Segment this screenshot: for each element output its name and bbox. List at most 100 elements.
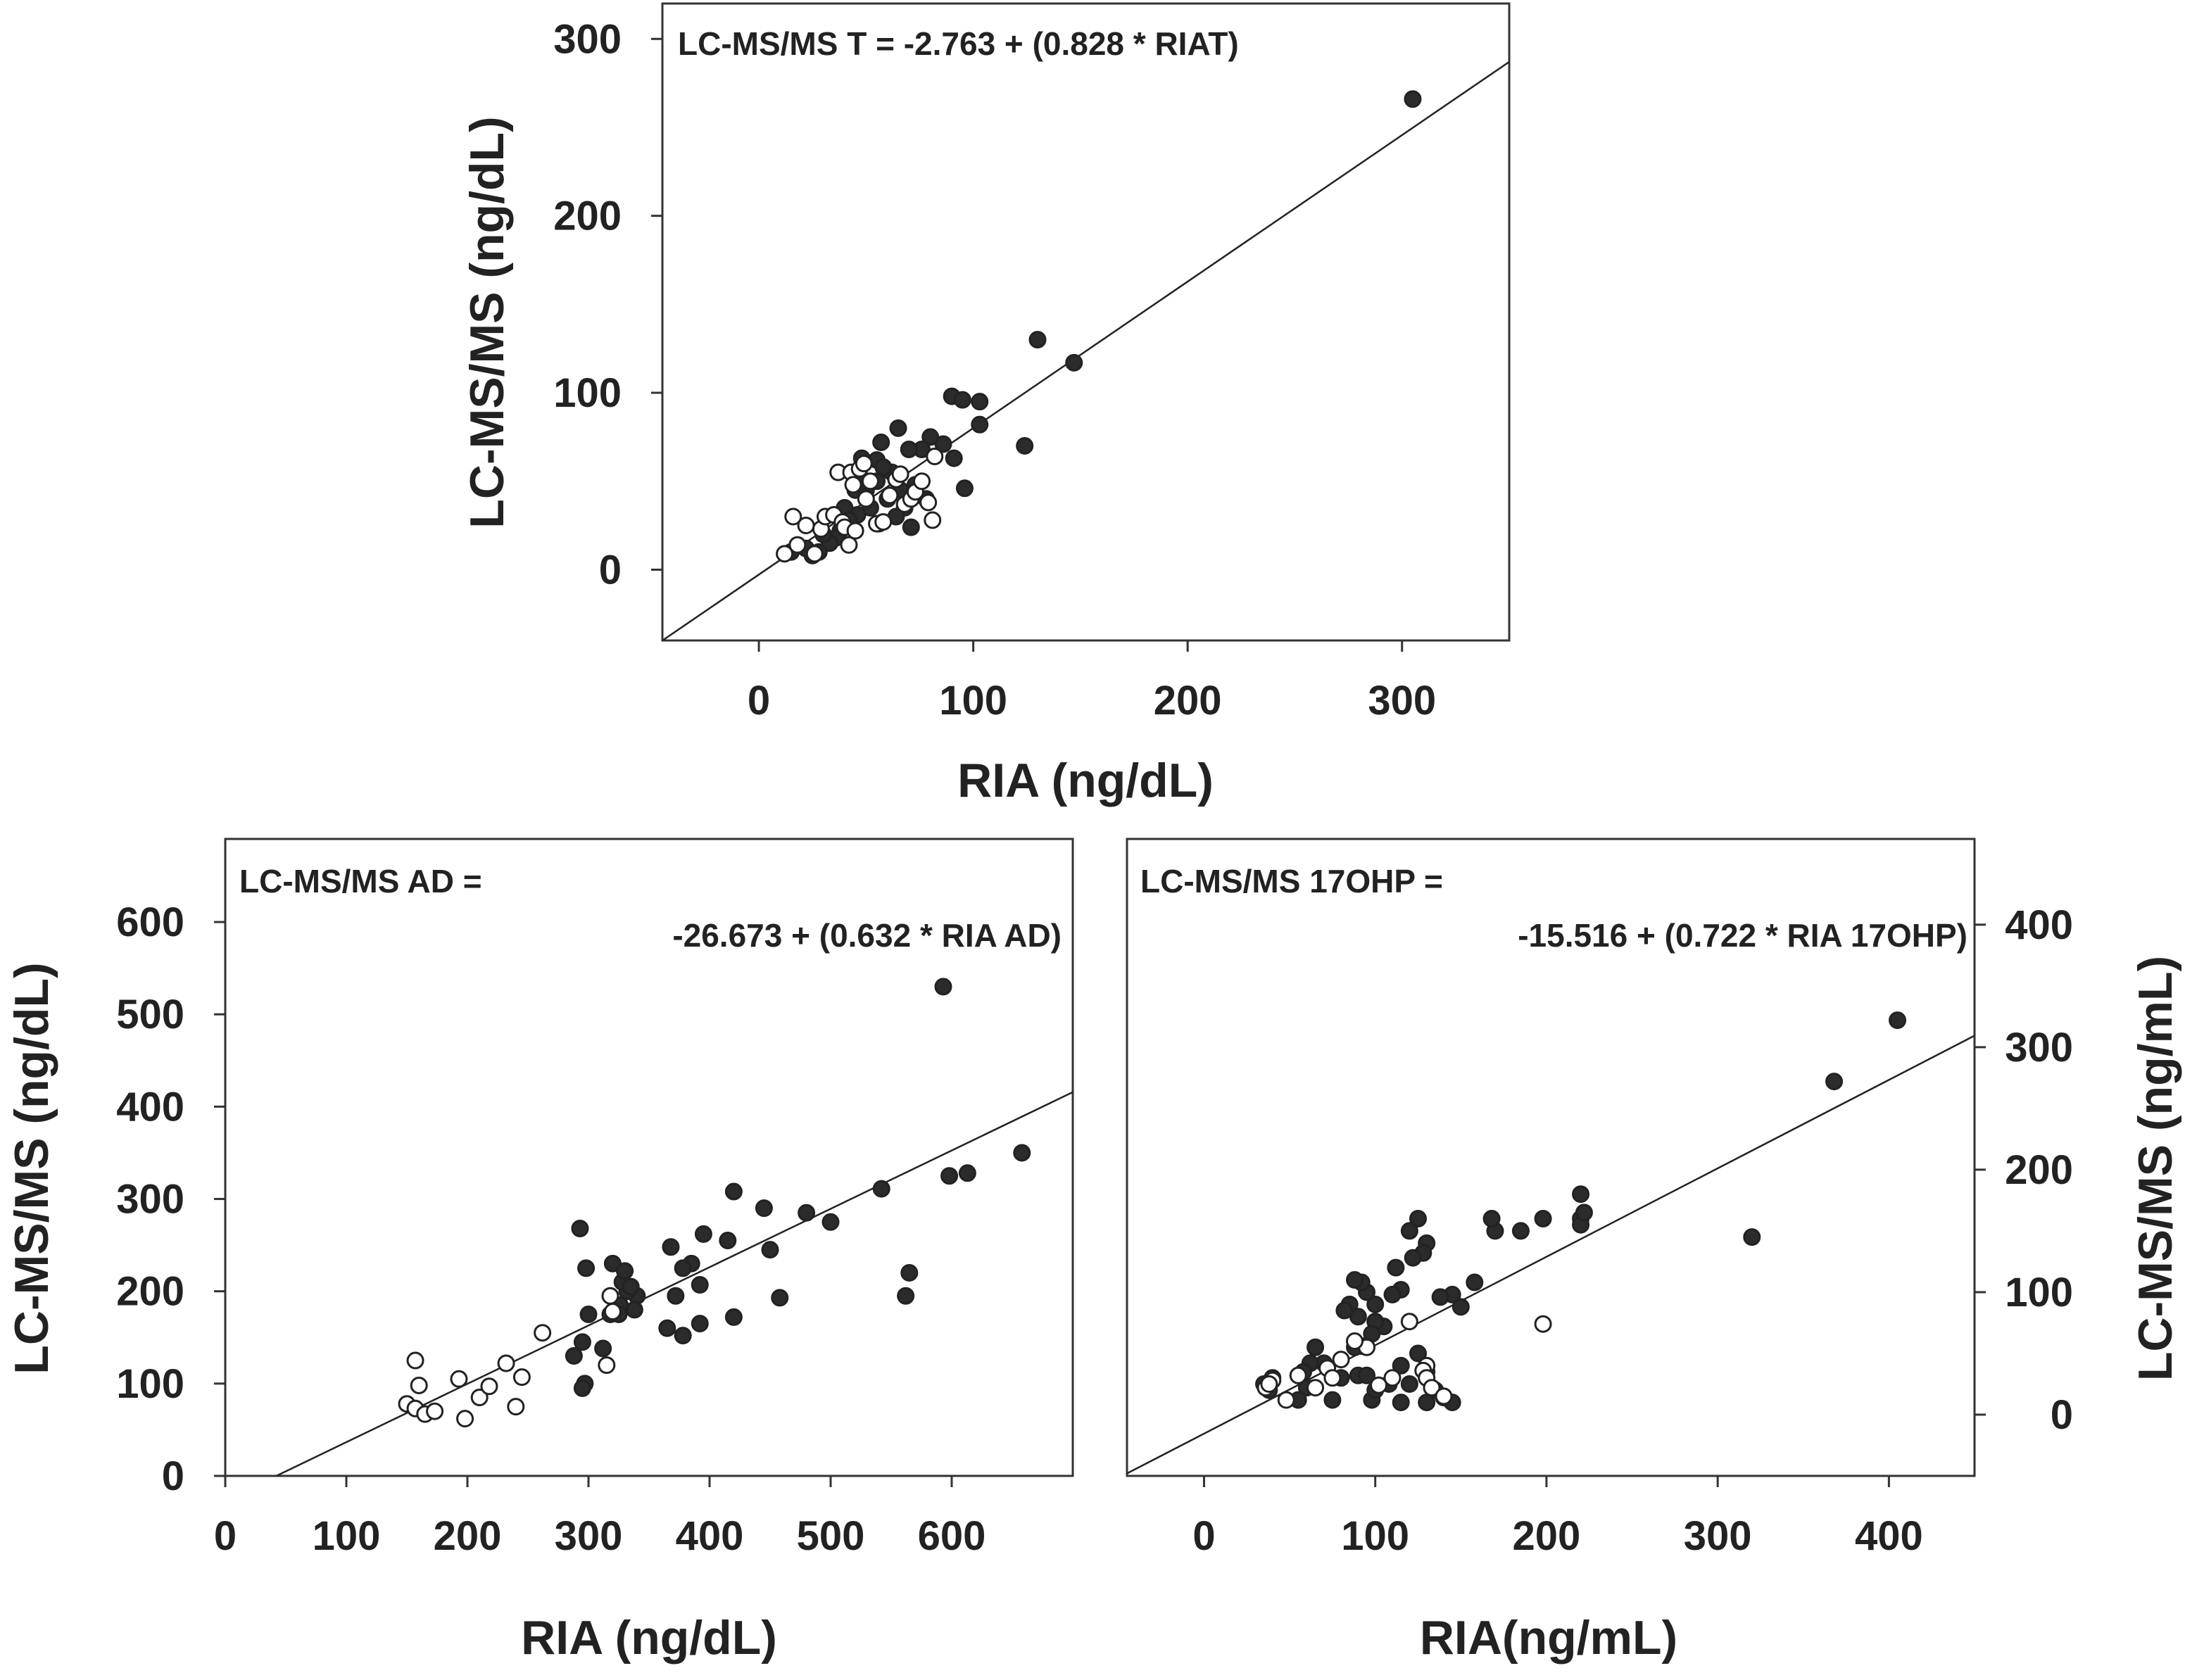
x-tick-label-17ohp: 100 [1341,1513,1409,1559]
x-tick-label-ad: 400 [676,1513,744,1559]
y-tick-label-ad: 400 [116,1084,184,1130]
plot-frame-ad [224,838,1074,1477]
open-point-ad [507,1398,525,1416]
filled-point-17ohp [1400,1222,1418,1240]
chart-panel-ad: LC-MS/MS AD = -26.673 + (0.632 * RIA AD)… [5,838,1074,1665]
filled-point-ad [694,1225,712,1243]
equation-17ohp-line-2: -15.516 + (0.722 * RIA 17OHP) [1518,917,1967,954]
filled-point-17ohp [1575,1204,1593,1222]
filled-point-ad [719,1232,737,1250]
filled-point-ad [674,1327,692,1345]
open-point-t [857,490,875,508]
y-tick-label-ad: 100 [116,1361,184,1407]
open-point-17ohp [1260,1375,1278,1393]
filled-point-ad [622,1277,640,1296]
open-point-17ohp [1332,1351,1350,1369]
filled-point-17ohp [1431,1288,1449,1306]
filled-point-ad [724,1308,743,1326]
x-ticks-t: 0 100 200 300 [748,640,1436,724]
x-tick-label-t: 100 [939,678,1007,724]
y-tick-label-t: 200 [553,194,622,239]
filled-point-17ohp [1825,1073,1844,1091]
x-tick-label-ad: 600 [918,1513,986,1559]
filled-point-ad [573,1379,591,1397]
open-point-t [805,545,824,563]
equation-t-line-1: LC-MS/MS T = -2.763 + (0.828 * RIAT) [678,25,1239,62]
open-point-17ohp [1306,1379,1325,1397]
x-tick-label-t: 0 [748,678,770,724]
filled-point-17ohp [1400,1375,1418,1393]
open-point-ad [470,1389,489,1407]
filled-point-t [953,391,971,409]
equation-ad-line-2: -26.673 + (0.632 * RIA AD) [672,917,1062,954]
open-point-t [874,513,893,531]
open-point-ad [497,1354,515,1372]
filled-point-ad [934,978,952,996]
filled-point-ad [771,1289,789,1307]
open-point-17ohp [1323,1369,1342,1387]
x-tick-label-t: 300 [1368,678,1436,724]
filled-point-t [1065,353,1083,372]
x-tick-label-17ohp: 200 [1513,1513,1581,1559]
y-ticks-17ohp: 0 100 200 300 400 [1975,902,2073,1438]
filled-point-ad [658,1319,676,1337]
open-point-17ohp [1400,1313,1418,1331]
x-tick-label-17ohp: 0 [1192,1513,1215,1559]
open-point-t [924,511,942,529]
filled-point-17ohp [1383,1285,1402,1303]
y-ticks-t: 0 100 200 300 [553,16,662,593]
open-point-t [855,455,873,473]
open-point-ad [450,1370,468,1388]
y-tick-label-17ohp: 200 [2005,1147,2073,1193]
open-point-t [919,493,938,512]
open-point-t [784,507,802,526]
filled-point-t [1404,90,1422,108]
open-point-17ohp [1370,1376,1388,1394]
filled-point-17ohp [1743,1228,1761,1246]
open-point-t [861,472,879,491]
filled-point-17ohp [1466,1273,1484,1291]
y-tick-label-ad: 0 [162,1453,184,1499]
filled-point-17ohp [1572,1185,1590,1204]
open-point-ad [480,1377,498,1396]
open-point-t [891,465,909,484]
y-axis-title-t: LC-MS/MS (ng/dL) [460,116,514,528]
filled-point-t [955,479,974,498]
y-tick-label-t: 0 [599,547,622,593]
y-ticks-ad: 0 100 200 300 400 500 600 [116,899,225,1499]
chart-panel-17ohp: LC-MS/MS 17OHP = -15.516 + (0.722 * RIA … [1126,838,2182,1665]
filled-point-17ohp [1345,1271,1364,1289]
filled-point-17ohp [1323,1391,1342,1409]
open-point-t [881,486,899,505]
filled-point-ad [662,1238,680,1256]
x-tick-label-ad: 100 [313,1513,381,1559]
filled-point-ad [724,1182,743,1201]
open-point-17ohp [1534,1315,1552,1333]
filled-point-ad [625,1301,643,1319]
y-tick-label-ad: 500 [116,992,184,1037]
y-tick-label-17ohp: 100 [2005,1270,2073,1315]
filled-point-t [1016,436,1034,455]
filled-point-17ohp [1452,1298,1470,1316]
filled-point-t [971,393,989,411]
y-tick-label-17ohp: 400 [2005,902,2073,948]
open-point-17ohp [1289,1366,1307,1384]
filled-point-ad [616,1262,634,1280]
x-axis-title-t: RIA (ng/dL) [957,754,1214,807]
open-point-17ohp [1345,1332,1364,1351]
marks-ad [276,978,1073,1477]
y-tick-label-ad: 600 [116,899,184,945]
filled-point-t [971,415,989,434]
plot-frame-t [661,2,1511,642]
y-axis-title-17ohp: LC-MS/MS (ng/mL) [2129,956,2182,1381]
chart-panel-t: LC-MS/MS T = -2.763 + (0.828 * RIAT) 0 10… [460,2,1511,807]
filled-point-ad [872,1180,890,1198]
y-axis-title-ad: LC-MS/MS (ng/dL) [5,962,58,1374]
filled-point-ad [579,1305,598,1323]
open-point-ad [603,1303,622,1321]
open-point-ad [426,1402,444,1420]
open-point-t [913,472,931,491]
filled-point-ad [691,1315,709,1333]
x-ticks-17ohp: 0 100 200 300 400 [1192,1476,1923,1559]
open-point-ad [512,1368,531,1387]
